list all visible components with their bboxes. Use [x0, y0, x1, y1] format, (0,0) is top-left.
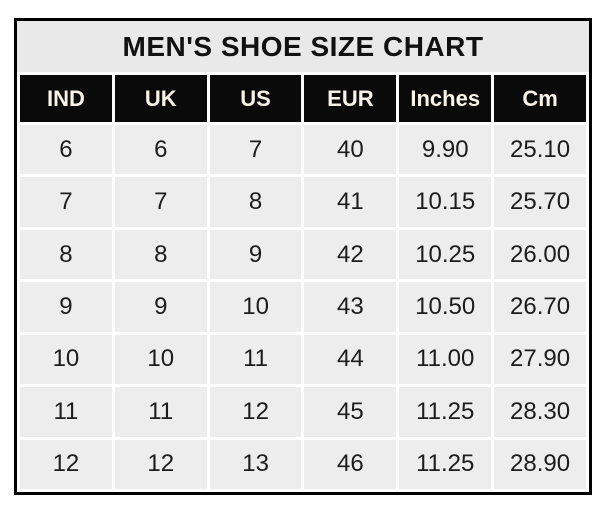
- table-cell: 11.25: [399, 387, 492, 437]
- table-cell: 10: [20, 334, 112, 385]
- table-cell: 11: [20, 387, 112, 437]
- table-cell: 6: [20, 125, 112, 175]
- table-cell: 10.25: [399, 229, 492, 280]
- table-cell: 26.70: [494, 282, 586, 332]
- size-conversion-table: IND UK US EUR Inches Cm 6 6 7 40 9.90 25.10 7 7 8 41 10…: [17, 72, 589, 492]
- table-row: 12 12 13 46 11.25 28.90: [20, 439, 586, 489]
- table-cell: 44: [304, 334, 397, 385]
- table-cell: 46: [304, 439, 397, 489]
- table-cell: 11.00: [399, 334, 492, 385]
- table-row: 7 7 8 41 10.15 25.70: [20, 177, 586, 227]
- table-cell: 9.90: [399, 125, 492, 175]
- table-cell: 12: [209, 387, 302, 437]
- table-cell: 10: [114, 334, 207, 385]
- table-cell: 12: [20, 439, 112, 489]
- table-cell: 28.30: [494, 387, 586, 437]
- table-cell: 10.50: [399, 282, 492, 332]
- table-cell: 11: [209, 334, 302, 385]
- column-header-inches: Inches: [399, 75, 492, 122]
- chart-panel: MEN'S SHOE SIZE CHART IND UK US EUR Inches Cm…: [14, 18, 592, 495]
- table-cell: 7: [209, 125, 302, 175]
- table-cell: 26.00: [494, 229, 586, 280]
- column-header-cm: Cm: [494, 75, 586, 122]
- table-cell: 9: [20, 282, 112, 332]
- table-cell: 42: [304, 229, 397, 280]
- table-body: 6 6 7 40 9.90 25.10 7 7 8 41 10.15 25.70 8 8 9 42 10.25 2…: [20, 125, 586, 489]
- chart-title: MEN'S SHOE SIZE CHART: [17, 21, 589, 72]
- column-header-ind: IND: [20, 75, 112, 122]
- table-row: 10 10 11 44 11.00 27.90: [20, 334, 586, 385]
- table-cell: 6: [114, 125, 207, 175]
- table-cell: 10.15: [399, 177, 492, 227]
- table-cell: 41: [304, 177, 397, 227]
- table-row: 11 11 12 45 11.25 28.30: [20, 387, 586, 437]
- table-cell: 10: [209, 282, 302, 332]
- column-header-uk: UK: [114, 75, 207, 122]
- table-cell: 25.10: [494, 125, 586, 175]
- table-cell: 7: [114, 177, 207, 227]
- table-cell: 13: [209, 439, 302, 489]
- table-cell: 9: [114, 282, 207, 332]
- table-cell: 7: [20, 177, 112, 227]
- table-cell: 8: [209, 177, 302, 227]
- column-header-eur: EUR: [304, 75, 397, 122]
- table-cell: 27.90: [494, 334, 586, 385]
- table-cell: 28.90: [494, 439, 586, 489]
- table-cell: 11.25: [399, 439, 492, 489]
- table-cell: 8: [114, 229, 207, 280]
- table-row: 8 8 9 42 10.25 26.00: [20, 229, 586, 280]
- table-row: 9 9 10 43 10.50 26.70: [20, 282, 586, 332]
- table-cell: 45: [304, 387, 397, 437]
- table-row: 6 6 7 40 9.90 25.10: [20, 125, 586, 175]
- table-cell: 40: [304, 125, 397, 175]
- table-cell: 43: [304, 282, 397, 332]
- table-cell: 12: [114, 439, 207, 489]
- table-cell: 25.70: [494, 177, 586, 227]
- table-header-row: IND UK US EUR Inches Cm: [20, 75, 586, 122]
- table-cell: 11: [114, 387, 207, 437]
- table-cell: 9: [209, 229, 302, 280]
- column-header-us: US: [209, 75, 302, 122]
- table-header: IND UK US EUR Inches Cm: [20, 75, 586, 122]
- table-cell: 8: [20, 229, 112, 280]
